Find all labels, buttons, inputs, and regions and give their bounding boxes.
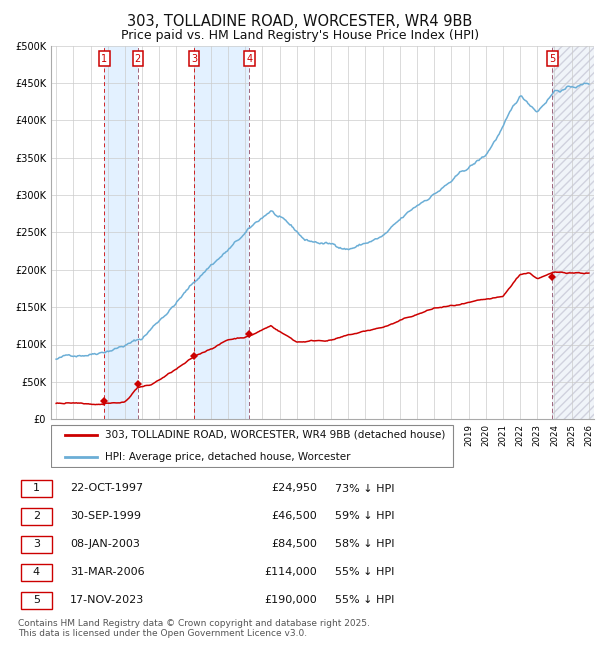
Text: 5: 5 (33, 595, 40, 605)
Text: £190,000: £190,000 (265, 595, 317, 605)
Text: £84,500: £84,500 (272, 540, 317, 549)
Text: 30-SEP-1999: 30-SEP-1999 (70, 512, 141, 521)
Text: £114,000: £114,000 (265, 567, 317, 577)
Text: 59% ↓ HPI: 59% ↓ HPI (335, 512, 394, 521)
Text: Contains HM Land Registry data © Crown copyright and database right 2025.
This d: Contains HM Land Registry data © Crown c… (18, 619, 370, 638)
Bar (553, 46, 594, 419)
Text: £46,500: £46,500 (272, 512, 317, 521)
Text: 22-OCT-1997: 22-OCT-1997 (70, 484, 143, 493)
Text: 17-NOV-2023: 17-NOV-2023 (70, 595, 144, 605)
Text: 55% ↓ HPI: 55% ↓ HPI (335, 567, 394, 577)
Text: 31-MAR-2006: 31-MAR-2006 (70, 567, 145, 577)
Text: 58% ↓ HPI: 58% ↓ HPI (335, 540, 394, 549)
Text: 303, TOLLADINE ROAD, WORCESTER, WR4 9BB (detached house): 303, TOLLADINE ROAD, WORCESTER, WR4 9BB … (106, 430, 446, 440)
Text: HPI: Average price, detached house, Worcester: HPI: Average price, detached house, Worc… (106, 452, 351, 462)
FancyBboxPatch shape (21, 508, 52, 525)
FancyBboxPatch shape (21, 564, 52, 581)
Text: 73% ↓ HPI: 73% ↓ HPI (335, 484, 394, 493)
FancyBboxPatch shape (21, 592, 52, 609)
Text: 4: 4 (247, 53, 253, 64)
Text: 3: 3 (33, 540, 40, 549)
Text: 4: 4 (33, 567, 40, 577)
Text: 3: 3 (191, 53, 197, 64)
Text: Price paid vs. HM Land Registry's House Price Index (HPI): Price paid vs. HM Land Registry's House … (121, 29, 479, 42)
Text: 2: 2 (33, 512, 40, 521)
Text: 2: 2 (134, 53, 141, 64)
Text: 55% ↓ HPI: 55% ↓ HPI (335, 595, 394, 605)
FancyBboxPatch shape (51, 425, 453, 467)
Text: 5: 5 (549, 53, 556, 64)
FancyBboxPatch shape (21, 480, 52, 497)
Text: £24,950: £24,950 (272, 484, 317, 493)
FancyBboxPatch shape (21, 536, 52, 553)
Text: 303, TOLLADINE ROAD, WORCESTER, WR4 9BB: 303, TOLLADINE ROAD, WORCESTER, WR4 9BB (127, 14, 473, 29)
Bar (194, 46, 250, 419)
Text: 1: 1 (101, 53, 107, 64)
Text: 1: 1 (33, 484, 40, 493)
Bar (104, 46, 138, 419)
Text: 08-JAN-2003: 08-JAN-2003 (70, 540, 140, 549)
